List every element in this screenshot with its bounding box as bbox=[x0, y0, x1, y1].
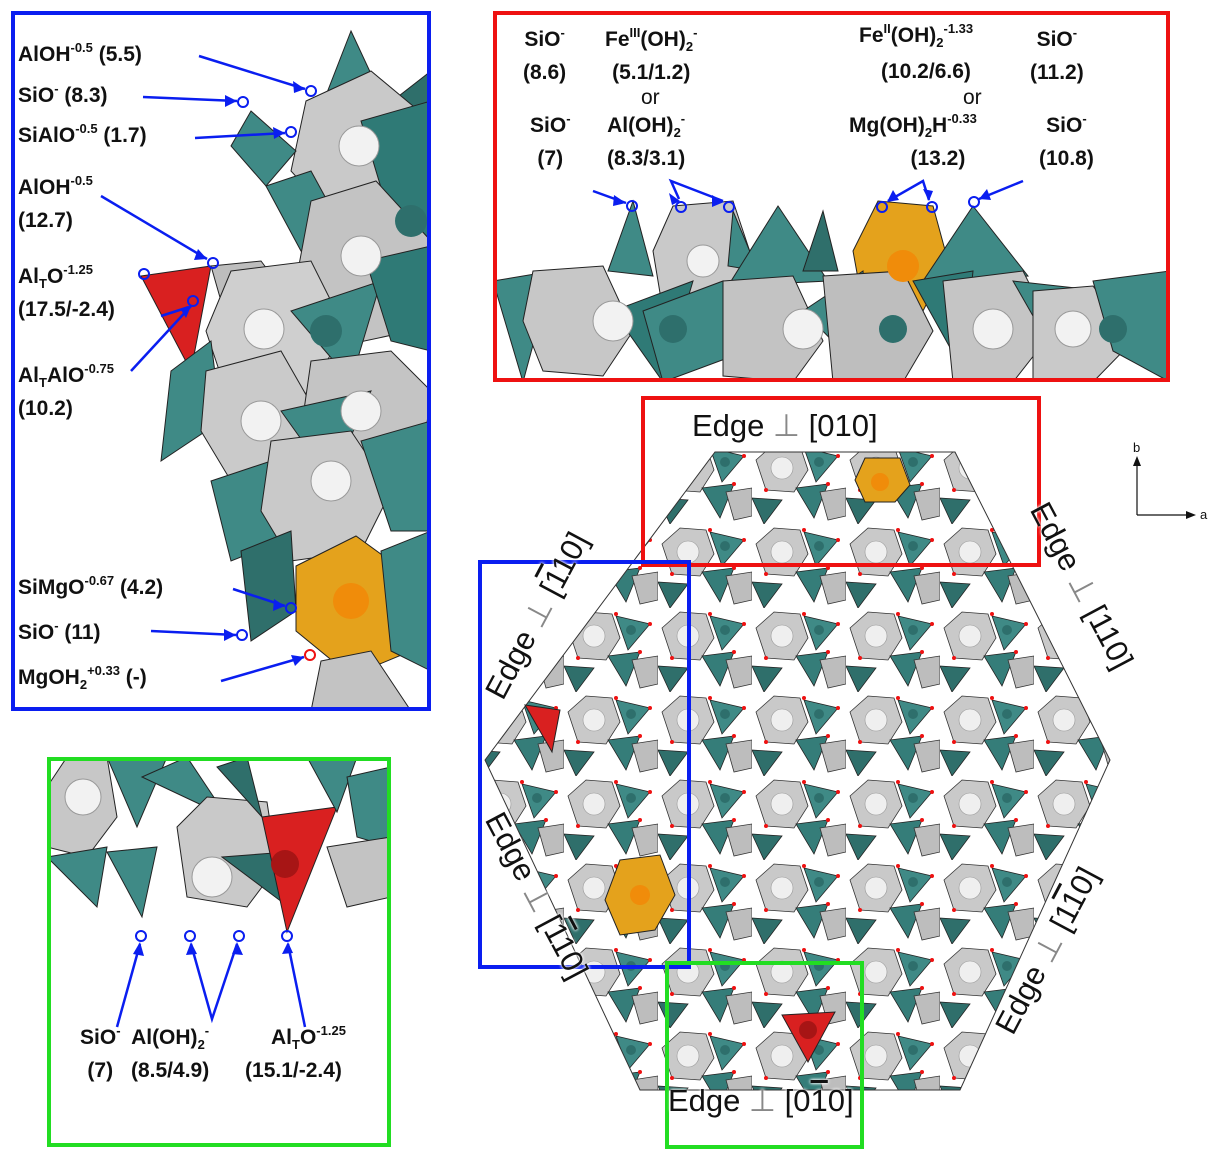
red-label-or-2: or bbox=[963, 86, 982, 109]
green-label-sio: SiO- (7) bbox=[80, 1023, 121, 1082]
green-panel: SiO- (7) Al(OH)2- (8.5/4.9) AlTO-1.25 (15.1… bbox=[47, 757, 391, 1147]
red-label-sio-4: SiO- (10.8) bbox=[1039, 111, 1094, 170]
edge-label-top: Edge ⊥ [010] bbox=[692, 408, 878, 443]
blue-label-sialo: SiAlO-0.5 (1.7) bbox=[18, 121, 147, 147]
axes-arrows-icon bbox=[1133, 456, 1196, 519]
edge-label-bottom: Edge ⊥ [010] bbox=[668, 1083, 854, 1118]
red-panel: SiO- (8.6) FeIII(OH)2- (5.1/1.2) or SiO- (7… bbox=[493, 11, 1170, 382]
axis-a-label: a bbox=[1200, 507, 1208, 522]
red-label-fe2-value: (10.2/6.6) bbox=[881, 60, 971, 83]
axes-indicator: b a bbox=[1120, 440, 1209, 530]
blue-label-simgo: SiMgO-0.67 (4.2) bbox=[18, 573, 164, 599]
red-label-mgoh2h: Mg(OH)2H-0.33 (13.2) bbox=[849, 111, 977, 170]
blue-panel-structure bbox=[100, 29, 431, 711]
axis-b-label: b bbox=[1133, 440, 1141, 455]
blue-label-mgoh2: MgOH2+0.33 (-) bbox=[18, 663, 147, 692]
red-panel-structure bbox=[493, 178, 1170, 382]
particle-structure bbox=[484, 451, 1111, 1091]
blue-label-altalo: AlTAlO-0.75 (10.2) bbox=[18, 361, 114, 420]
green-label-aloh2: Al(OH)2- (8.5/4.9) bbox=[131, 1023, 210, 1082]
red-label-sio-3: SiO- (11.2) bbox=[1030, 25, 1084, 84]
blue-label-sio-1: SiO- (8.3) bbox=[18, 81, 108, 107]
red-label-aloh2: Al(OH)2- (8.3/3.1) bbox=[607, 111, 686, 170]
blue-panel: AlOH-0.5 (5.5) SiO- (8.3) SiAlO-0.5 (1.7… bbox=[11, 11, 431, 711]
red-label-sio-1: SiO- (8.6) bbox=[523, 25, 567, 84]
blue-label-aloh-1: AlOH-0.5 (5.5) bbox=[18, 40, 142, 66]
red-label-fe2: FeII(OH)2-1.33 bbox=[859, 21, 974, 50]
blue-label-sio-2: SiO- (11) bbox=[18, 618, 101, 644]
red-label-sio-2: SiO- (7) bbox=[530, 111, 571, 170]
red-label-fe3: FeIII(OH)2- (5.1/1.2) bbox=[605, 25, 698, 84]
green-label-alto: AlTO-1.25 (15.1/-2.4) bbox=[245, 1023, 346, 1082]
blue-label-aloh-2: AlOH-0.5 (12.7) bbox=[18, 173, 93, 232]
green-panel-structure bbox=[47, 757, 391, 1028]
red-label-or-1: or bbox=[641, 86, 660, 109]
blue-label-alto: AlTO-1.25 (17.5/-2.4) bbox=[18, 262, 115, 321]
